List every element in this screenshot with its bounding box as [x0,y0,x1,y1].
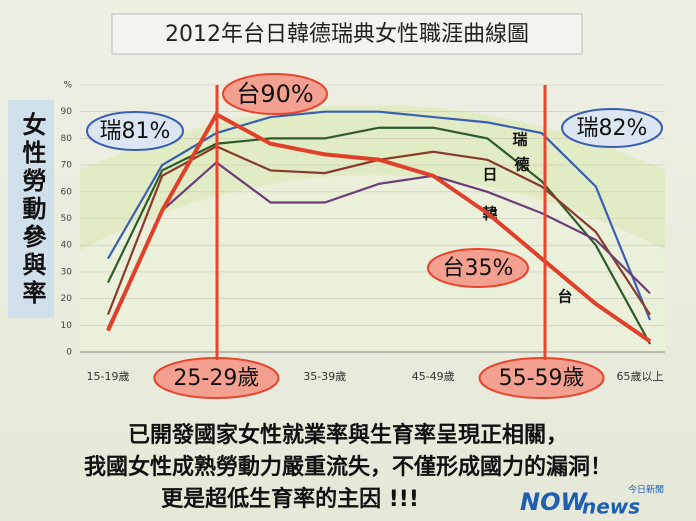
y-axis-label: 女性勞動參與率 [18,111,46,308]
y-tick-label: 60 [61,187,73,197]
series-line [106,111,652,343]
annotation: 瑞82% [577,116,648,141]
x-tick-label: 15-19歲 [87,369,130,383]
x-tick-label: 55-59歲 [499,366,585,391]
annotation: 瑞81% [100,119,171,144]
annotation-oval [86,111,184,151]
logo: NOW [520,488,588,516]
series-label: 瑞 [512,131,527,149]
x-tick-label: 65歲以上 [617,369,664,383]
y-tick-label: 20 [61,294,73,304]
x-tick-oval [478,357,605,399]
y-tick-label: % [63,81,72,91]
y-tick-label: 0 [66,348,72,358]
y-tick-label: 70 [61,161,73,171]
y-tick-label: 10 [61,321,73,331]
caption: 我國女性成熟勞動力嚴重流失，不僅形成國力的漏洞！ [84,454,612,480]
series-line [107,161,651,329]
annotation-oval [222,73,328,115]
logo-sub: 今日新聞 [628,484,664,496]
chart-title: 2012年台日韓德瑞典女性職涯曲線圖 [165,22,529,47]
x-tick-label: 35-39歲 [303,369,346,383]
series-label: 台 [557,288,572,306]
y-label-box [8,100,54,318]
annotation-oval [561,108,663,148]
annotation: 台90% [236,80,313,108]
logo: news [582,495,640,519]
x-tick-label: 45-49歲 [412,369,455,383]
series-label: 日 [482,166,497,184]
title-box [111,13,583,55]
y-tick-label: 30 [61,267,73,277]
series-label: 德 [514,156,529,174]
x-tick-label: 25-29歲 [173,366,259,391]
caption: 已開發國家女性就業率與生育率呈現正相關， [128,422,568,448]
annotation-oval [427,248,529,288]
backdrop-arc [80,175,665,352]
annotation: 台35% [443,256,514,281]
y-tick-label: 40 [61,241,73,251]
caption: 更是超低生育率的主因 !!! [161,486,419,512]
y-tick-label: 90 [61,107,73,117]
y-tick-label: 80 [61,134,73,144]
y-tick-label: 50 [61,214,73,224]
